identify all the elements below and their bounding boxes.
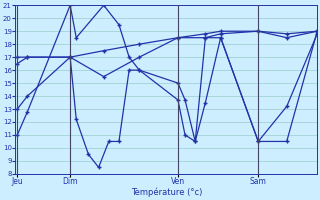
X-axis label: Température (°c): Température (°c): [131, 188, 202, 197]
